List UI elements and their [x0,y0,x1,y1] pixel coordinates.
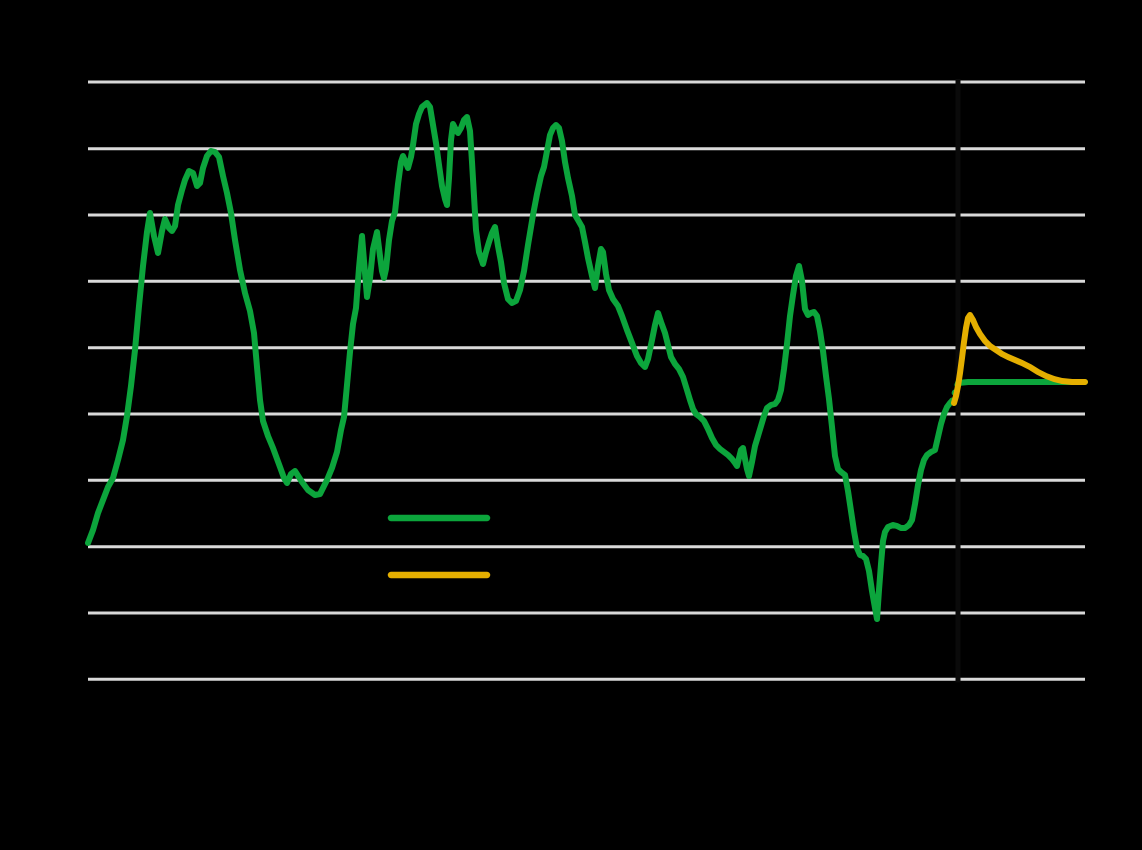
series-yellow-scenario [951,312,1088,406]
series-green-history [85,100,955,622]
